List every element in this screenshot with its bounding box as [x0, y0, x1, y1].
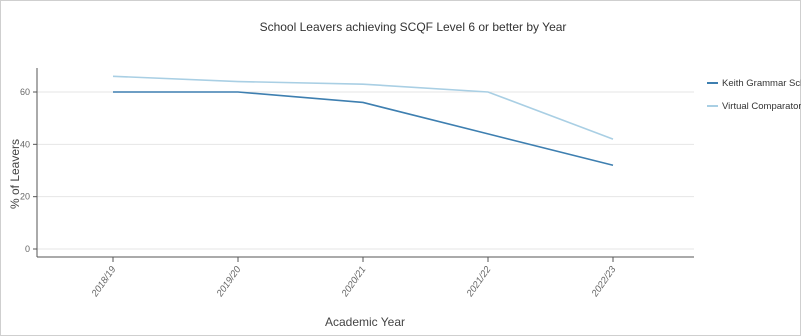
chart-title: School Leavers achieving SCQF Level 6 or… [260, 20, 567, 34]
series-line-virtual-comparator [112, 75, 614, 140]
legend: Keith Grammar School Virtual Comparator [707, 78, 801, 112]
y-tick-label: 20 [20, 192, 30, 202]
x-axis-label: Academic Year [325, 315, 405, 329]
grid-lines [37, 91, 694, 250]
x-axis-ticks: 2018/19 2019/20 2020/21 2021/22 2022/23 [89, 257, 619, 300]
y-tick-label: 0 [25, 244, 30, 254]
x-tick-label: 2021/22 [464, 264, 494, 300]
axes [36, 68, 694, 258]
y-tick-label: 40 [20, 139, 30, 149]
x-tick-label: 2022/23 [589, 264, 619, 300]
series-lines [112, 75, 614, 167]
legend-label: Keith Grammar School [722, 78, 801, 89]
y-axis-ticks: 0 20 40 60 [20, 87, 37, 254]
x-tick-label: 2018/19 [89, 264, 119, 300]
series-line-keith-grammar-school [113, 91, 614, 167]
y-tick-label: 60 [20, 87, 30, 97]
x-tick-label: 2019/20 [214, 264, 244, 300]
y-axis-label: % of Leavers [8, 139, 22, 209]
legend-label: Virtual Comparator [722, 101, 801, 112]
x-tick-label: 2020/21 [339, 264, 368, 299]
